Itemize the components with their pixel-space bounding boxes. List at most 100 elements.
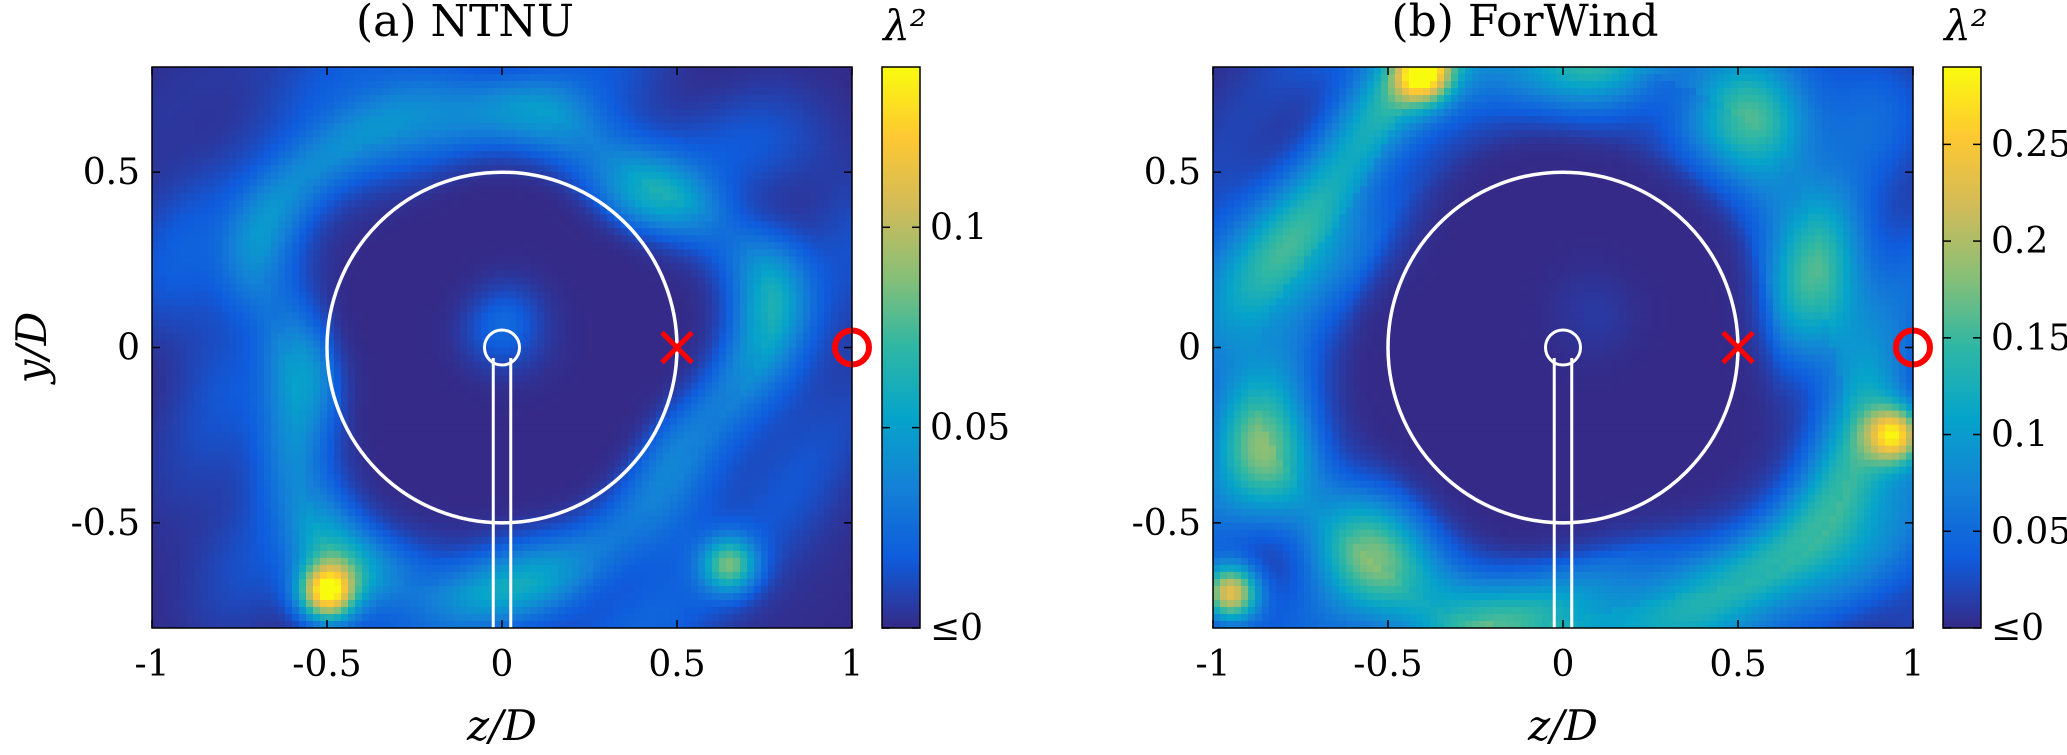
heatmap-cell xyxy=(614,172,622,180)
heatmap-cell xyxy=(306,81,314,89)
heatmap-cell xyxy=(229,375,237,384)
heatmap-cell xyxy=(782,368,790,377)
heatmap-cell xyxy=(488,256,496,264)
heatmap-cell xyxy=(481,109,489,117)
heatmap-cell xyxy=(180,228,188,236)
heatmap-cell xyxy=(803,249,811,257)
heatmap-cell xyxy=(537,361,545,370)
heatmap-cell xyxy=(593,263,601,271)
heatmap-cell xyxy=(390,81,398,89)
heatmap-cell xyxy=(593,312,601,321)
heatmap-cell xyxy=(250,102,258,110)
heatmap-cell xyxy=(313,214,321,222)
heatmap-cell xyxy=(257,291,265,300)
heatmap-cell xyxy=(173,214,181,222)
heatmap-cell xyxy=(796,186,804,194)
heatmap-cell xyxy=(824,298,832,307)
heatmap-cell xyxy=(565,354,573,363)
heatmap-cell xyxy=(362,333,370,342)
heatmap-cell xyxy=(474,410,482,419)
heatmap-cell xyxy=(201,200,209,208)
heatmap-cell xyxy=(502,123,510,131)
heatmap-cell xyxy=(348,214,356,222)
heatmap-cell xyxy=(768,151,776,159)
heatmap-cell xyxy=(334,123,342,131)
heatmap-cell xyxy=(733,172,741,180)
heatmap-cell xyxy=(222,165,230,173)
heatmap-cell xyxy=(537,410,545,419)
heatmap-cell xyxy=(768,221,776,229)
heatmap-cell xyxy=(607,123,615,131)
heatmap-cell xyxy=(789,172,797,180)
heatmap-cell xyxy=(796,382,804,391)
heatmap-cell xyxy=(698,130,706,138)
heatmap-cell xyxy=(726,389,734,398)
heatmap-cell xyxy=(474,165,482,173)
heatmap-cell xyxy=(523,123,531,131)
heatmap-cell xyxy=(341,67,349,75)
heatmap-cell xyxy=(782,137,790,145)
heatmap-cell xyxy=(306,305,314,314)
heatmap-cell xyxy=(579,305,587,314)
heatmap-cell xyxy=(642,67,650,75)
heatmap-cell xyxy=(803,123,811,131)
heatmap-cell xyxy=(537,403,545,412)
heatmap-cell xyxy=(474,326,482,335)
heatmap-cell xyxy=(719,389,727,398)
heatmap-cell xyxy=(404,403,412,412)
heatmap-cell xyxy=(600,403,608,412)
heatmap-cell xyxy=(845,256,852,264)
heatmap-cell xyxy=(558,235,566,243)
heatmap-cell xyxy=(796,298,804,307)
heatmap-cell xyxy=(516,396,524,405)
heatmap-cell xyxy=(705,179,713,187)
heatmap-cell xyxy=(824,375,832,384)
heatmap-cell xyxy=(565,270,573,278)
heatmap-cell xyxy=(306,102,314,110)
heatmap-cell xyxy=(313,375,321,384)
heatmap-cell xyxy=(369,102,377,110)
heatmap-cell xyxy=(761,95,769,103)
heatmap-cell xyxy=(306,165,314,173)
heatmap-cell xyxy=(467,235,475,243)
heatmap-cell xyxy=(607,375,615,384)
heatmap-cell xyxy=(348,165,356,173)
heatmap-cell xyxy=(761,389,769,398)
heatmap-cell xyxy=(439,221,447,229)
heatmap-cell xyxy=(278,95,286,103)
heatmap-cell xyxy=(397,116,405,124)
heatmap-cell xyxy=(712,410,720,419)
heatmap-cell xyxy=(621,228,629,236)
heatmap-cell xyxy=(782,361,790,370)
heatmap-cell xyxy=(719,74,727,82)
heatmap-cell xyxy=(173,340,181,349)
heatmap-cell xyxy=(152,95,160,103)
heatmap-cell xyxy=(418,179,426,187)
heatmap-cell xyxy=(236,333,244,342)
heatmap-cell xyxy=(215,410,223,419)
heatmap-cell xyxy=(782,340,790,349)
heatmap-cell xyxy=(845,263,852,271)
heatmap-cell xyxy=(306,256,314,264)
heatmap-cell xyxy=(572,277,580,285)
heatmap-cell xyxy=(537,256,545,264)
heatmap-cell xyxy=(628,207,636,215)
heatmap-cell xyxy=(614,242,622,250)
heatmap-cell xyxy=(264,256,272,264)
heatmap-cell xyxy=(558,389,566,398)
heatmap-cell xyxy=(628,74,636,82)
heatmap-cell xyxy=(677,179,685,187)
heatmap-cell xyxy=(698,116,706,124)
heatmap-cell xyxy=(551,382,559,391)
heatmap-cell xyxy=(705,382,713,391)
heatmap-cell xyxy=(698,333,706,342)
heatmap-cell xyxy=(642,158,650,166)
heatmap-cell xyxy=(362,340,370,349)
heatmap-cell xyxy=(677,375,685,384)
heatmap-cell xyxy=(418,249,426,257)
heatmap-cell xyxy=(803,298,811,307)
heatmap-cell xyxy=(726,123,734,131)
heatmap-cell xyxy=(663,235,671,243)
heatmap-cell xyxy=(173,179,181,187)
heatmap-cell xyxy=(166,242,174,250)
